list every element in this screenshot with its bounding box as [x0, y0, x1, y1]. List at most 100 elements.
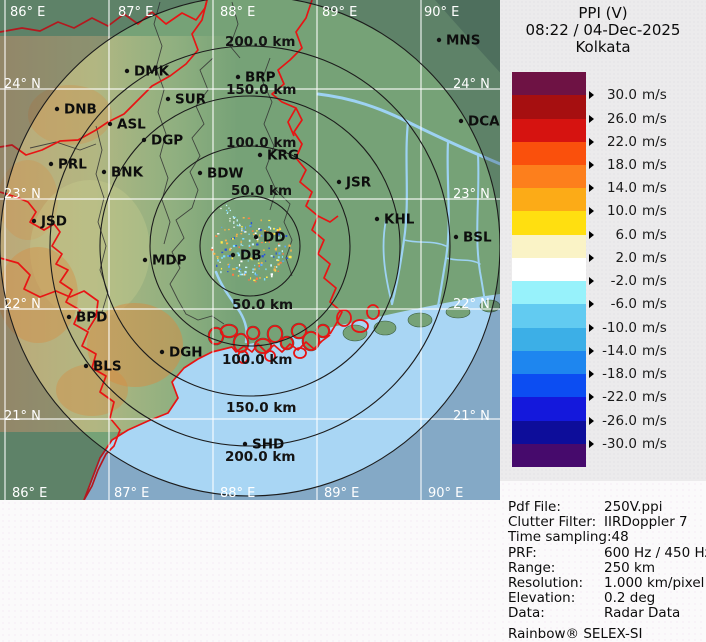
station-dot — [253, 234, 259, 240]
station-label: BLS — [93, 359, 122, 375]
scale-unit: m/s — [642, 342, 667, 359]
tick-arrow-icon — [589, 114, 594, 123]
colorbar-band — [512, 420, 586, 445]
station-markers: MNS DMK BRP SUR DNB DCA ASL DGP KRG PRL BNK BDW JSR K… — [31, 33, 500, 453]
graticule-label: 23° N — [4, 187, 41, 202]
station-label: JSD — [40, 214, 67, 230]
range-ring-label: 100.0 km — [222, 352, 292, 368]
graticule-label: 21° N — [453, 409, 490, 424]
colorbar-band — [512, 234, 586, 259]
graticule-label: 23° N — [453, 187, 490, 202]
metadata-row: Time sampling: 48 — [508, 530, 706, 545]
station-label: BNK — [111, 165, 144, 181]
scale-unit: m/s — [642, 389, 667, 406]
station-dot — [142, 257, 148, 263]
colorbar-band — [512, 257, 586, 282]
metadata-value: 0.2 deg — [604, 590, 656, 607]
scale-value: -2.0 — [610, 273, 637, 290]
station-label: ASL — [117, 117, 146, 133]
station-dot — [101, 169, 107, 175]
station-dot — [165, 96, 171, 102]
metadata-label: Data: — [508, 605, 545, 622]
scale-unit: m/s — [642, 157, 667, 173]
colorbar-band — [512, 141, 586, 166]
scale-unit: m/s — [642, 296, 667, 313]
scale-value: -30.0 — [602, 435, 637, 452]
metadata-label: Resolution: — [508, 575, 584, 592]
metadata-row: Resolution: 1.000 km/pixel — [508, 575, 706, 592]
colorbar-band — [512, 188, 586, 212]
metadata-label: Range: — [508, 559, 556, 576]
station-label: SUR — [175, 92, 207, 108]
metadata-rows: Pdf File: 250V.ppi Clutter Filter: IIRDoppl… — [508, 499, 706, 622]
scale-value: 2.0 — [615, 249, 637, 266]
coastline-layer — [83, 304, 380, 501]
tick-arrow-icon — [589, 207, 594, 216]
station-label: DGH — [169, 345, 203, 361]
station-dot — [257, 152, 263, 158]
scale-value: 30.0 — [606, 87, 637, 104]
station-label: BRP — [245, 70, 276, 86]
station-dot — [458, 118, 464, 124]
graticule-label: 22° N — [4, 297, 41, 312]
range-ring-label: 150.0 km — [226, 82, 296, 98]
graticule-label: 90° E — [428, 486, 463, 500]
metadata-value: Radar Data — [604, 605, 681, 622]
scale-unit: m/s — [642, 273, 667, 290]
station-dot — [141, 137, 147, 143]
scale-unit: m/s — [642, 249, 667, 266]
tick-arrow-icon — [589, 253, 594, 262]
graticule-label: 87° E — [114, 486, 149, 500]
colorbar-band — [512, 211, 586, 235]
scale-tick-row: -2.0 m/s — [586, 273, 667, 289]
station-dot — [235, 74, 241, 80]
radar-product-header: PPI (V) 08:22 / 04-Dec-2025 Kolkata — [500, 5, 706, 56]
radar-echoes — [210, 204, 292, 283]
metadata-row: Data: Radar Data — [508, 606, 706, 621]
metadata-row: PRF: 600 Hz / 450 Hz — [508, 545, 706, 561]
graticule-label: 90° E — [424, 5, 459, 20]
scale-tick-row: 22.0 m/s — [586, 134, 667, 150]
scale-unit: m/s — [642, 87, 667, 104]
metadata-row: Elevation: 0.2 deg — [508, 591, 706, 606]
range-ring-label: 100.0 km — [226, 135, 296, 151]
scale-unit: m/s — [642, 110, 667, 127]
metadata-label: Clutter Filter: — [508, 514, 597, 531]
station-label: DB — [240, 248, 262, 264]
tick-arrow-icon — [589, 323, 594, 332]
scale-unit: m/s — [642, 133, 667, 150]
scale-unit: m/s — [642, 366, 667, 383]
velocity-colorbar — [512, 72, 586, 468]
metadata-value: 250 km — [604, 559, 656, 576]
station-label: DD — [263, 230, 285, 246]
tick-arrow-icon — [589, 230, 594, 239]
scale-tick-row: -10.0 m/s — [586, 320, 667, 336]
tick-arrow-icon — [589, 91, 594, 100]
product-title: PPI (V) — [578, 4, 628, 22]
station-dot — [230, 252, 236, 258]
scale-tick-row: -14.0 m/s — [586, 343, 667, 359]
scale-value: 18.0 — [606, 157, 637, 173]
scale-unit: m/s — [642, 226, 667, 243]
metadata-value: IIRDoppler 7 — [604, 514, 688, 531]
product-datetime: 08:22 / 04-Dec-2025 — [525, 21, 681, 39]
station-dot — [48, 161, 54, 167]
range-ring-label: 50.0 km — [232, 297, 293, 313]
metadata-label: Pdf File: — [508, 499, 561, 515]
tick-arrow-icon — [589, 393, 594, 402]
scale-tick-row: -30.0 m/s — [586, 436, 667, 452]
scale-value: 26.0 — [606, 110, 637, 127]
station-label: KRG — [267, 148, 299, 164]
station-label: MNS — [446, 33, 480, 49]
scale-unit: m/s — [642, 319, 667, 336]
terrain-layer — [0, 0, 505, 500]
station-dot — [374, 216, 380, 222]
tick-arrow-icon — [589, 416, 594, 425]
colorbar-band — [512, 72, 586, 96]
metadata-row: Range: 250 km — [508, 559, 706, 576]
station-label: BSL — [463, 230, 492, 246]
metadata-row: Pdf File: 250V.ppi — [508, 499, 706, 515]
scale-unit: m/s — [642, 412, 667, 429]
